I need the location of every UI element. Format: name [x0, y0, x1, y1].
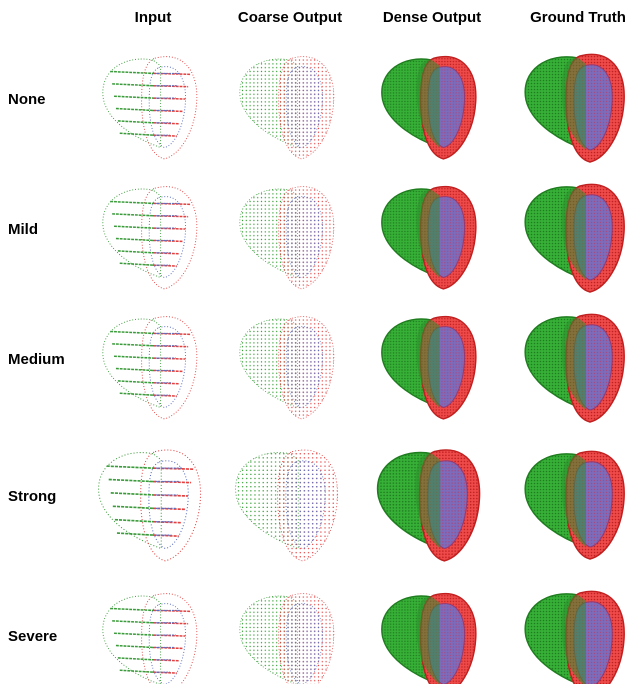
slice-green: [120, 263, 153, 265]
heart-render: [382, 187, 476, 289]
heart-render: [378, 450, 480, 561]
slice-green: [114, 226, 153, 228]
slice-green: [112, 84, 153, 86]
slice-green: [112, 344, 153, 346]
slice-green: [110, 72, 153, 74]
figure: Input Coarse Output Dense Output Ground Tru…: [0, 0, 642, 684]
row-label: Strong: [8, 488, 56, 505]
heart-render: [382, 594, 476, 684]
row-label: Medium: [8, 351, 65, 368]
slice-green: [112, 214, 153, 216]
heart-render: [99, 450, 201, 561]
slice-green: [118, 381, 153, 383]
slice-green: [116, 109, 153, 111]
column-header: Ground Truth: [530, 9, 626, 26]
heart-render: [236, 450, 338, 561]
heart-render: [525, 54, 624, 162]
heart-render: [103, 187, 197, 289]
slice-green: [118, 251, 153, 253]
slice-green: [109, 479, 153, 481]
heart-render: [525, 314, 624, 422]
slice-green: [120, 670, 153, 672]
heart-render: [525, 451, 624, 559]
column-header: Dense Output: [383, 9, 481, 26]
slice-green: [120, 133, 153, 135]
slice-green: [110, 332, 153, 334]
heart-render: [103, 57, 197, 159]
slice-green: [114, 633, 153, 635]
heart-render: [240, 594, 334, 684]
slice-green: [116, 239, 153, 241]
slice-green: [116, 646, 153, 648]
heart-render: [240, 317, 334, 419]
heart-render: [382, 57, 476, 159]
row-label: Severe: [8, 628, 57, 645]
slice-green: [110, 202, 153, 204]
slice-green: [110, 609, 153, 611]
slice-green: [112, 621, 153, 623]
lv-outline: [142, 187, 197, 289]
slice-green: [107, 466, 153, 468]
slice-green: [118, 658, 153, 660]
slice-green: [116, 369, 153, 371]
column-header: Coarse Output: [238, 9, 342, 26]
row-label: Mild: [8, 221, 38, 238]
slice-green: [117, 533, 153, 535]
slice-red: [153, 522, 182, 523]
lv-outline: [142, 57, 197, 159]
slice-green: [118, 121, 153, 123]
heart-render: [103, 317, 197, 419]
row-label: None: [8, 91, 46, 108]
slice-green: [114, 96, 153, 98]
column-header: Input: [135, 9, 172, 26]
slice-green: [113, 506, 153, 508]
lv-outline: [142, 594, 197, 684]
slice-green: [115, 520, 153, 522]
heart-render: [240, 57, 334, 159]
lv-outline: [142, 317, 197, 419]
slice-green: [114, 356, 153, 358]
lv-outline: [141, 450, 201, 561]
heart-render: [525, 184, 624, 292]
slice-green: [111, 493, 153, 495]
heart-render: [103, 594, 197, 684]
heart-render: [382, 317, 476, 419]
heart-render: [240, 187, 334, 289]
slice-green: [120, 393, 153, 395]
heart-render: [525, 591, 624, 684]
